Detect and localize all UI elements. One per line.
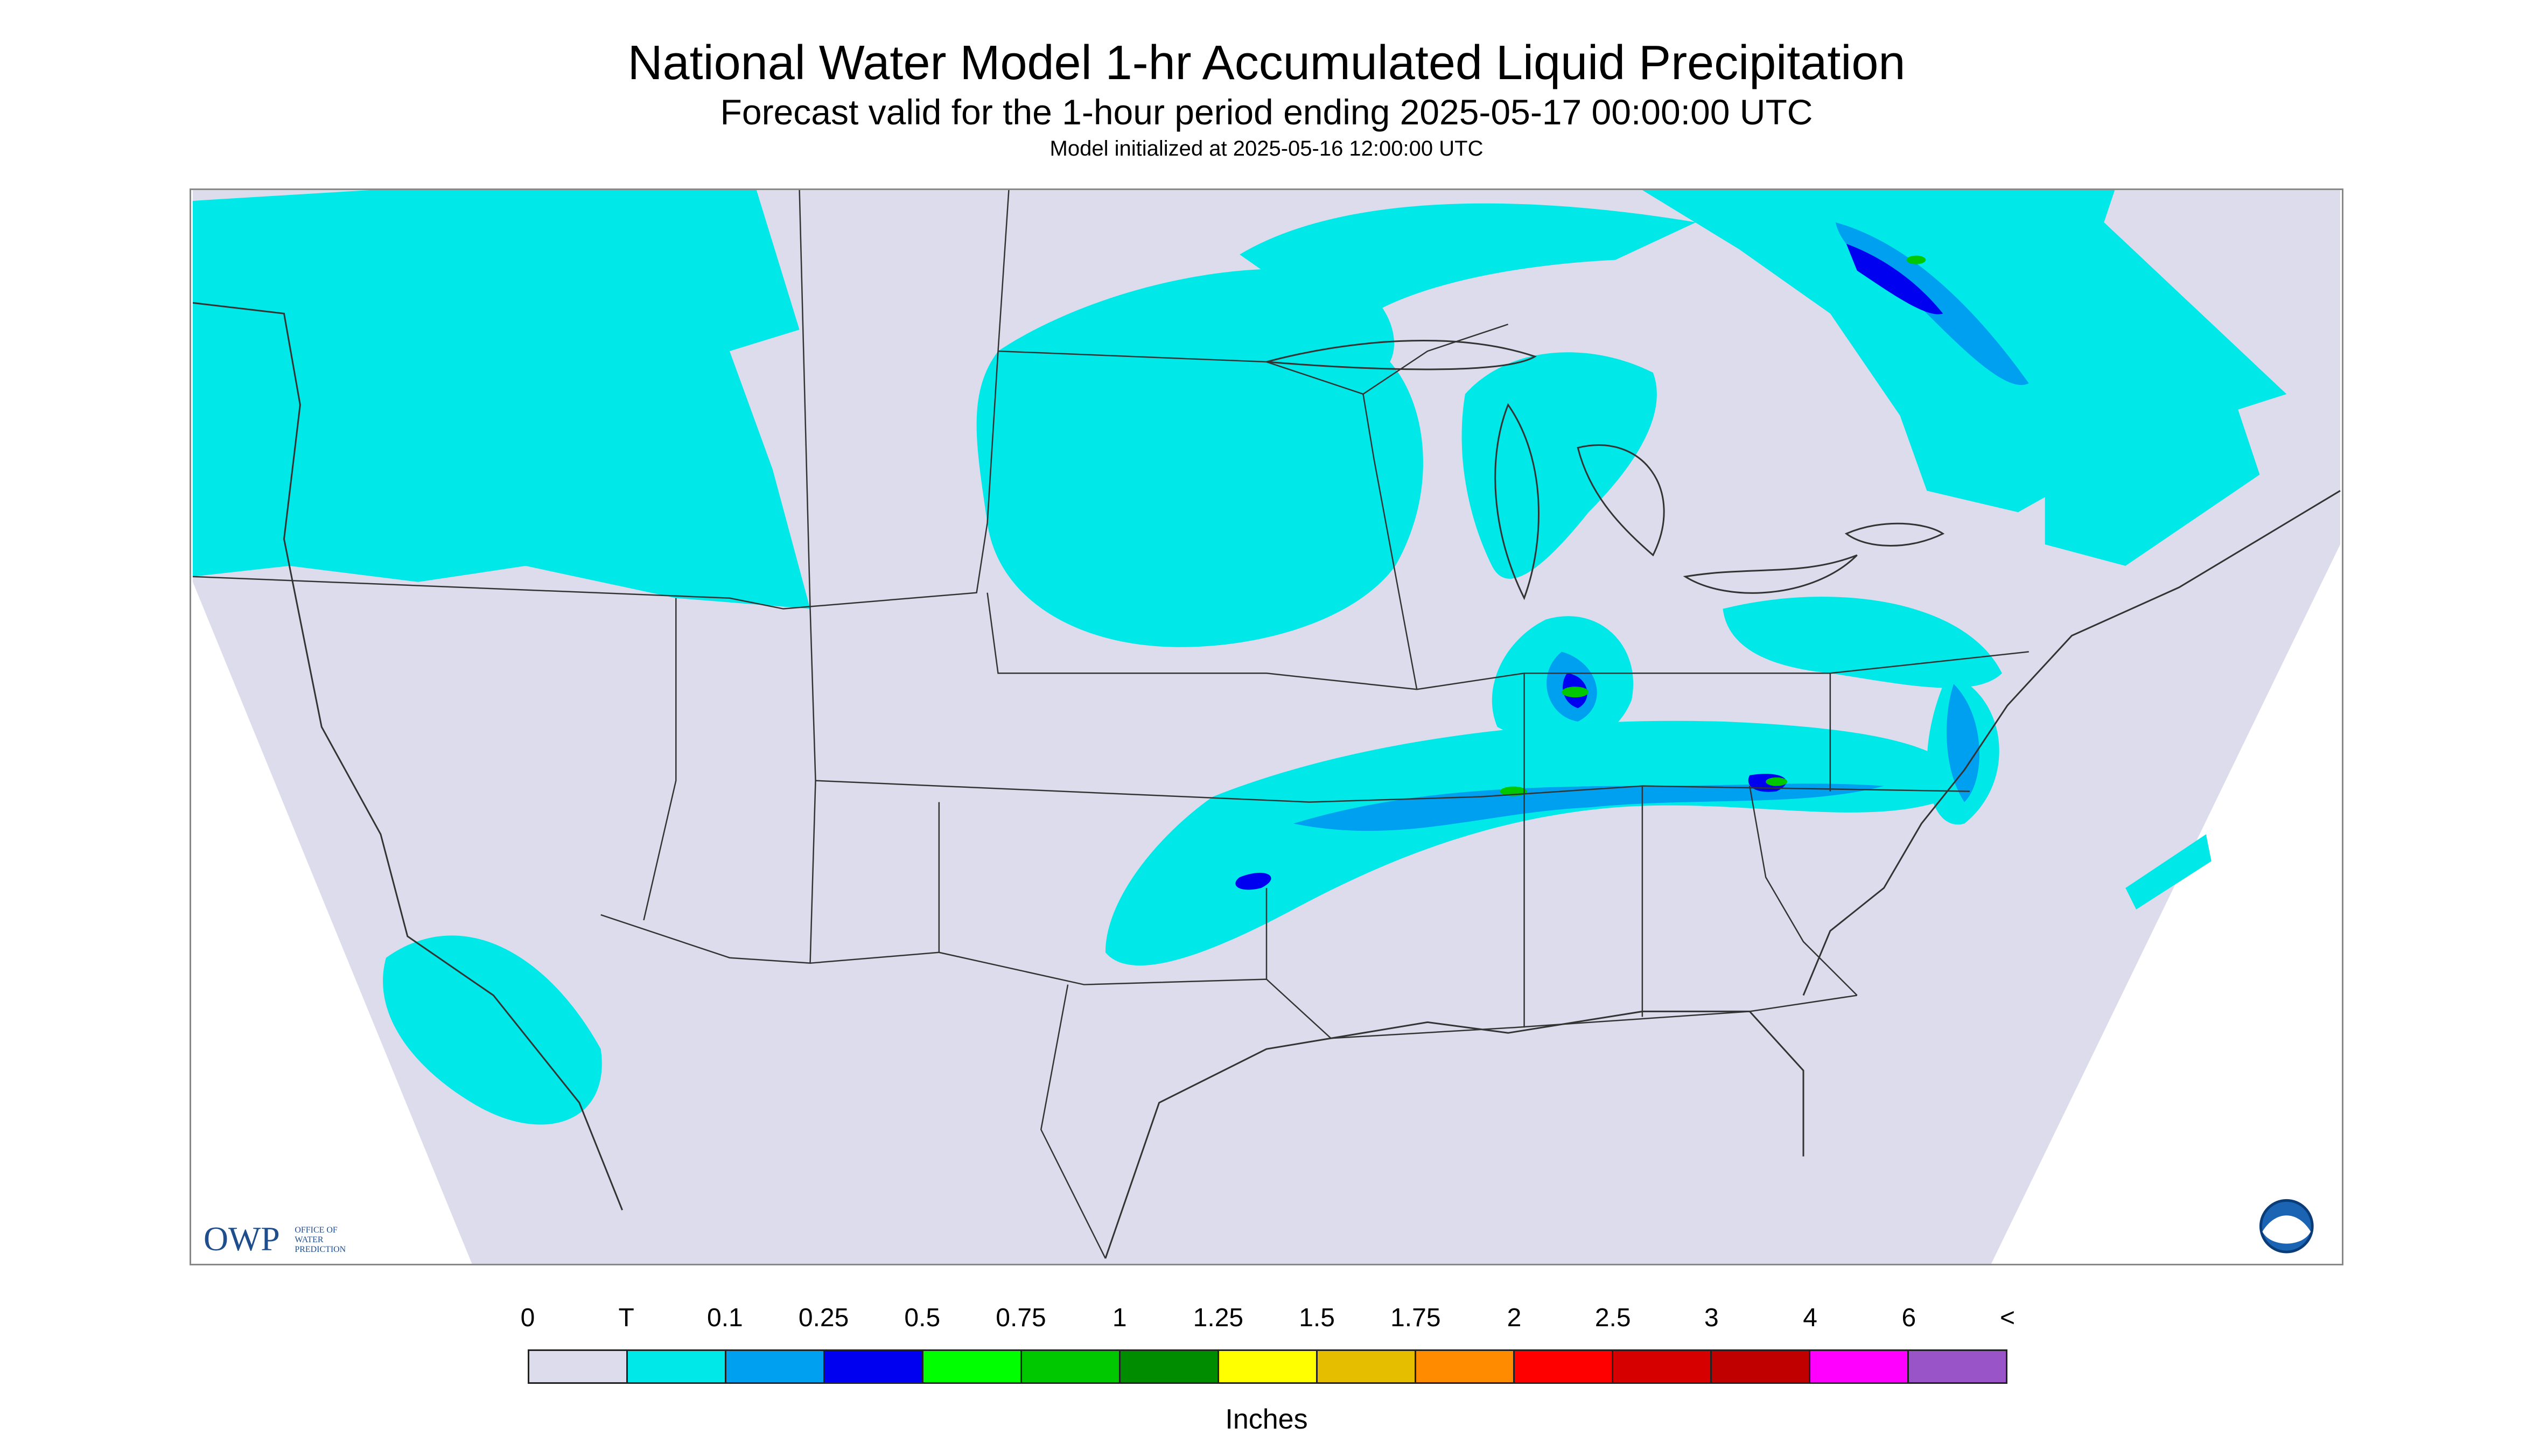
legend-swatch xyxy=(726,1351,825,1382)
legend-swatch xyxy=(923,1351,1022,1382)
legend-swatch xyxy=(1416,1351,1515,1382)
state-boundaries xyxy=(192,190,2029,1259)
legend-swatch xyxy=(1712,1351,1810,1382)
legend-label: 0.1 xyxy=(707,1304,743,1332)
great-lakes xyxy=(1266,340,1945,600)
legend-label: 3 xyxy=(1704,1304,1719,1332)
legend-units: Inches xyxy=(1225,1404,1308,1435)
map-title: National Water Model 1-hr Accumulated Li… xyxy=(627,36,1906,90)
legend-swatch xyxy=(1810,1351,1909,1382)
coastlines xyxy=(192,302,2341,1259)
noaa-logo-text: NOAA xyxy=(2275,1219,2299,1228)
map-subtitle: Forecast valid for the 1-hour period end… xyxy=(720,92,1813,132)
legend-swatch xyxy=(1909,1351,2006,1382)
noaa-logo-icon: NOAA xyxy=(2259,1199,2314,1254)
legend-labels: 0 T 0.1 0.25 0.5 0.75 1 1.25 1.5 1.75 2 2.5 3 4 6 < xyxy=(0,1303,2533,1341)
legend-label: 1.25 xyxy=(1193,1304,1244,1332)
owp-logo-text: OWP xyxy=(204,1220,280,1258)
precipitation-map: OWP OFFICE OF WATER PREDICTION NOAA xyxy=(190,188,2343,1265)
legend-swatch xyxy=(1515,1351,1613,1382)
legend-label: 1.75 xyxy=(1390,1304,1441,1332)
legend-swatch xyxy=(1219,1351,1318,1382)
legend-label: 0.25 xyxy=(798,1304,849,1332)
legend-label: 1.5 xyxy=(1299,1304,1335,1332)
model-init-label: Model initialized at 2025-05-16 12:00:00… xyxy=(1049,137,1484,160)
legend-label: 6 xyxy=(1901,1304,1916,1332)
legend-label: 0.5 xyxy=(904,1304,941,1332)
legend-label: 1 xyxy=(1112,1304,1127,1332)
legend-label: < xyxy=(1999,1304,2016,1332)
legend-label: 2 xyxy=(1507,1304,1522,1332)
legend-label: 0 xyxy=(520,1304,535,1332)
legend-label: 2.5 xyxy=(1594,1304,1631,1332)
legend-label: 0.75 xyxy=(996,1304,1046,1332)
legend-swatch xyxy=(1022,1351,1121,1382)
legend-label: T xyxy=(618,1304,634,1332)
legend-swatch xyxy=(628,1351,726,1382)
legend-swatch xyxy=(1318,1351,1416,1382)
legend-swatch xyxy=(1121,1351,1219,1382)
owp-logo-sub: OFFICE OF WATER PREDICTION xyxy=(295,1226,346,1254)
legend-color-bar xyxy=(528,1349,2007,1384)
legend-swatch xyxy=(529,1351,628,1382)
legend-label: 4 xyxy=(1803,1304,1817,1332)
legend-swatch xyxy=(1613,1351,1712,1382)
legend-swatch xyxy=(825,1351,923,1382)
